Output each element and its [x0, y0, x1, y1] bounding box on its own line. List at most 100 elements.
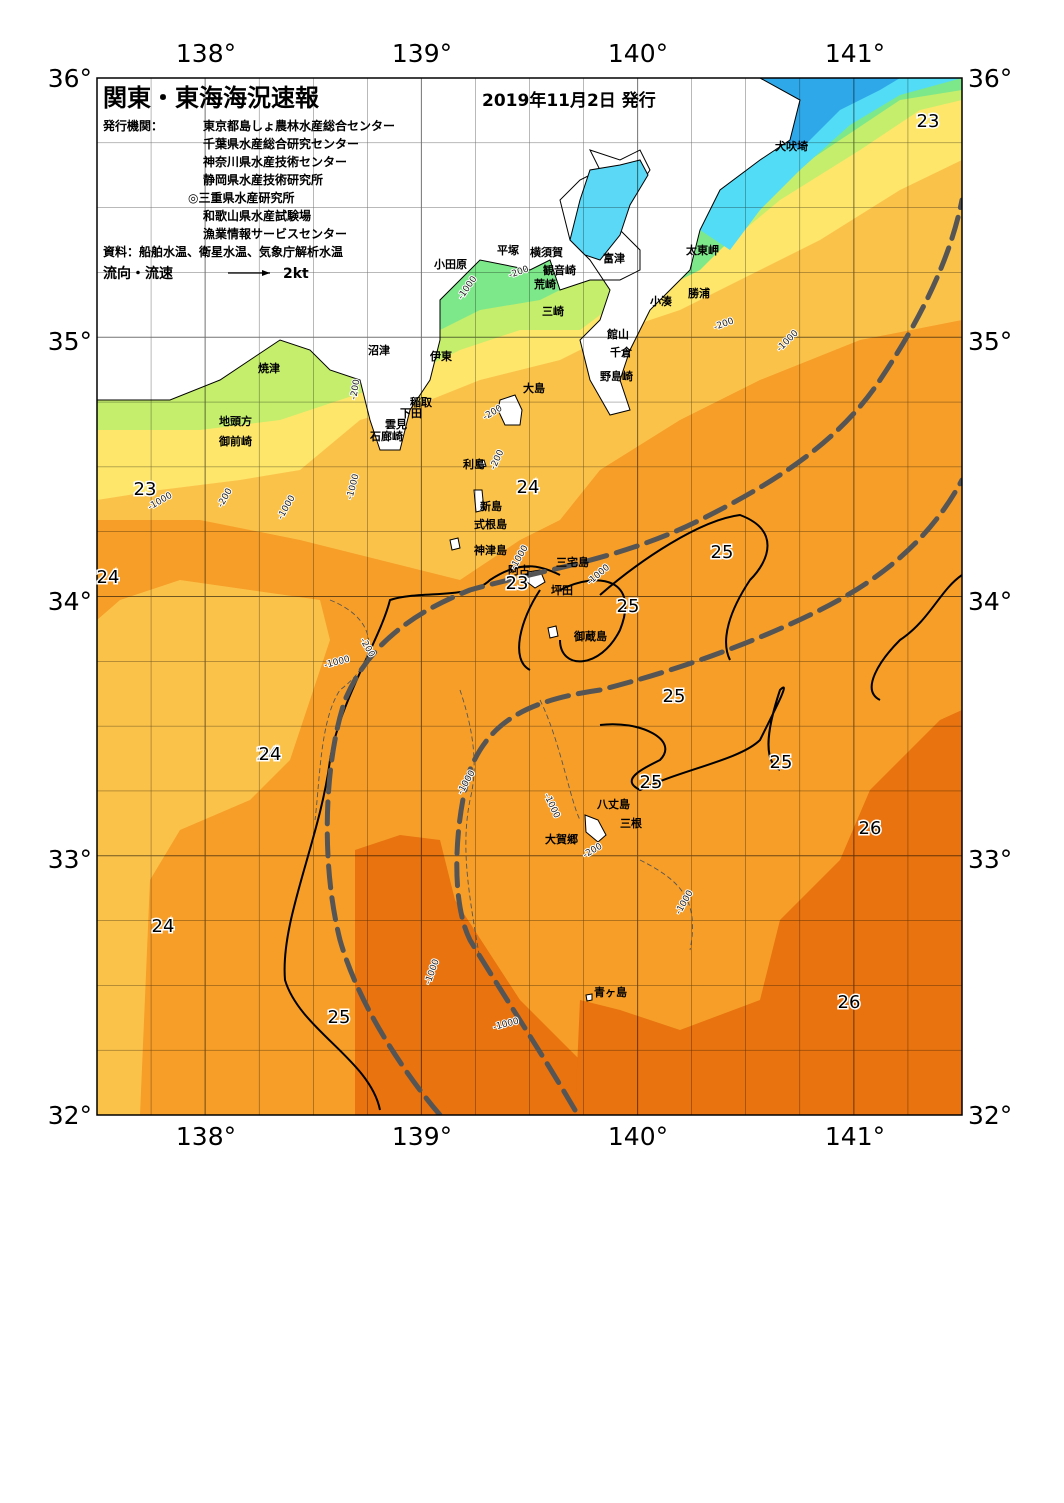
lat-label-left: 36° — [48, 64, 92, 93]
place-label: 石廊崎 — [369, 429, 403, 443]
place-label: 稲取 — [410, 395, 432, 409]
place-label: 平塚 — [497, 243, 519, 257]
place-label: 八丈島 — [596, 797, 630, 811]
kozushima-island — [449, 537, 461, 551]
depth-contours — [314, 599, 693, 961]
zone-26-south — [575, 710, 962, 1115]
place-label: 観音崎 — [543, 263, 576, 277]
lat-label-right: 34° — [968, 587, 1012, 616]
isotherm-25 — [283, 513, 962, 1111]
mikurajima-island — [547, 625, 559, 639]
lon-label-top: 141° — [825, 39, 885, 68]
place-label: 御蔵島 — [573, 629, 607, 643]
toshima-island — [477, 459, 487, 469]
lat-label-left: 32° — [48, 1101, 92, 1130]
place-label: 地頭方 — [219, 414, 252, 428]
place-label: 犬吠埼 — [775, 139, 808, 153]
zone-26-west — [355, 835, 600, 1115]
temp-label: 24 — [152, 916, 175, 937]
kuroshio-axis — [324, 197, 962, 1115]
lon-label-bottom: 138° — [176, 1122, 236, 1151]
place-label: 神津島 — [474, 543, 507, 557]
issuer-label: 発行機関： — [102, 118, 163, 133]
issuer-item: 静岡県水産技術研究所 — [203, 172, 323, 187]
lat-label-left: 35° — [48, 327, 92, 356]
place-label: 三崎 — [542, 304, 564, 318]
temp-label: 25 — [663, 686, 686, 707]
issuer-item: 千葉県水産総合研究センター — [203, 136, 359, 151]
temp-label: 24 — [257, 744, 280, 765]
place-label: 小田原 — [433, 257, 467, 271]
place-label: 伊東 — [429, 349, 453, 363]
lon-label-bottom: 139° — [392, 1122, 452, 1151]
issuer-item: 和歌山県水産試験場 — [202, 208, 311, 223]
axis-labels: 138° 139° 140° 141° 138° 139° 140° 141° … — [48, 39, 1013, 1151]
issuer-item: 漁業情報サービスセンター — [203, 226, 347, 241]
land — [97, 78, 801, 1002]
temp-label: 25 — [617, 596, 640, 617]
place-label: 館山 — [606, 327, 629, 341]
lon-label-top: 139° — [392, 39, 452, 68]
place-label: 青ヶ島 — [594, 985, 627, 999]
map-frame — [96, 77, 963, 1116]
temp-label: 25 — [328, 1007, 351, 1028]
place-label: 下田 — [400, 407, 422, 420]
hachijojima-island — [584, 814, 607, 843]
place-label: 小湊 — [649, 294, 672, 308]
issue-date: 2019年11月2日 発行 — [482, 90, 656, 111]
kuroshio-main — [324, 197, 962, 1115]
temp-label: 26 — [859, 818, 882, 839]
temp-label: 25 — [640, 772, 663, 793]
place-label: 大賀郷 — [545, 832, 578, 846]
place-label: 御前崎 — [218, 434, 252, 448]
temperature-labels: 23 23 24 24 24 24 25 25 23 25 25 25 24 2… — [95, 110, 941, 1030]
lat-label-right: 32° — [968, 1101, 1012, 1130]
temp-label: 25 — [711, 542, 734, 563]
current-legend-label: 流向・流速 — [103, 265, 173, 282]
lat-label-right: 35° — [968, 327, 1012, 356]
place-label: 沼津 — [368, 343, 390, 357]
kuroshio-branch-1 — [454, 477, 962, 1113]
place-labels: 犬吠埼 太東岬 勝浦 小湊 館山 千倉 野島崎 富津 横須賀 観音崎 荒崎 三崎… — [218, 139, 808, 999]
zone-20 — [760, 78, 900, 150]
map-area — [97, 78, 962, 1115]
data-sources: 資料：船舶水温、衛星水温、気象庁解析水温 — [103, 244, 343, 259]
place-label: 千倉 — [610, 345, 633, 359]
place-label: 大島 — [523, 381, 545, 395]
place-label: 横須賀 — [530, 245, 563, 259]
place-label: 焼津 — [258, 361, 280, 375]
place-label: 利島 — [463, 457, 485, 471]
temp-label: 26 — [838, 992, 861, 1013]
lon-label-top: 138° — [176, 39, 236, 68]
temp-label: 23 — [917, 111, 940, 132]
place-label: 三宅島 — [556, 555, 589, 569]
place-label: 三根 — [620, 816, 643, 830]
lon-label-bottom: 141° — [825, 1122, 885, 1151]
issuer-item: 東京都島しょ農林水産総合センター — [203, 118, 395, 133]
oshima-island — [497, 394, 523, 426]
issuer-item: ◎三重県水産研究所 — [188, 190, 294, 205]
issuer-item: 神奈川県水産技術センター — [203, 154, 347, 169]
temp-label: 25 — [770, 752, 793, 773]
temp-label: 24 — [517, 477, 540, 498]
temp-label: 23 — [506, 573, 529, 594]
place-label: 坪田 — [551, 584, 573, 597]
place-label: 阿古 — [508, 563, 530, 577]
temp-label: 23 — [134, 479, 157, 500]
place-label: 荒崎 — [533, 277, 556, 291]
depth-label: -200 — [349, 378, 362, 400]
place-label: 新島 — [480, 499, 502, 513]
header: 関東・東海海況速報 2019年11月2日 発行 発行機関： 東京都島しょ農林水産… — [102, 84, 656, 282]
lon-label-top: 140° — [608, 39, 668, 68]
temp-label: 24 — [97, 567, 120, 588]
lat-label-left: 33° — [48, 845, 92, 874]
place-label: 雲見 — [385, 418, 407, 431]
lat-lon-grid — [97, 78, 962, 1115]
map-title: 関東・東海海況速報 — [103, 84, 320, 112]
place-label: 太東岬 — [685, 243, 719, 257]
current-scale-arrowhead — [262, 270, 270, 276]
lat-label-left: 34° — [48, 587, 92, 616]
place-label: 勝浦 — [688, 286, 710, 300]
temp-label: 24 — [259, 744, 282, 765]
